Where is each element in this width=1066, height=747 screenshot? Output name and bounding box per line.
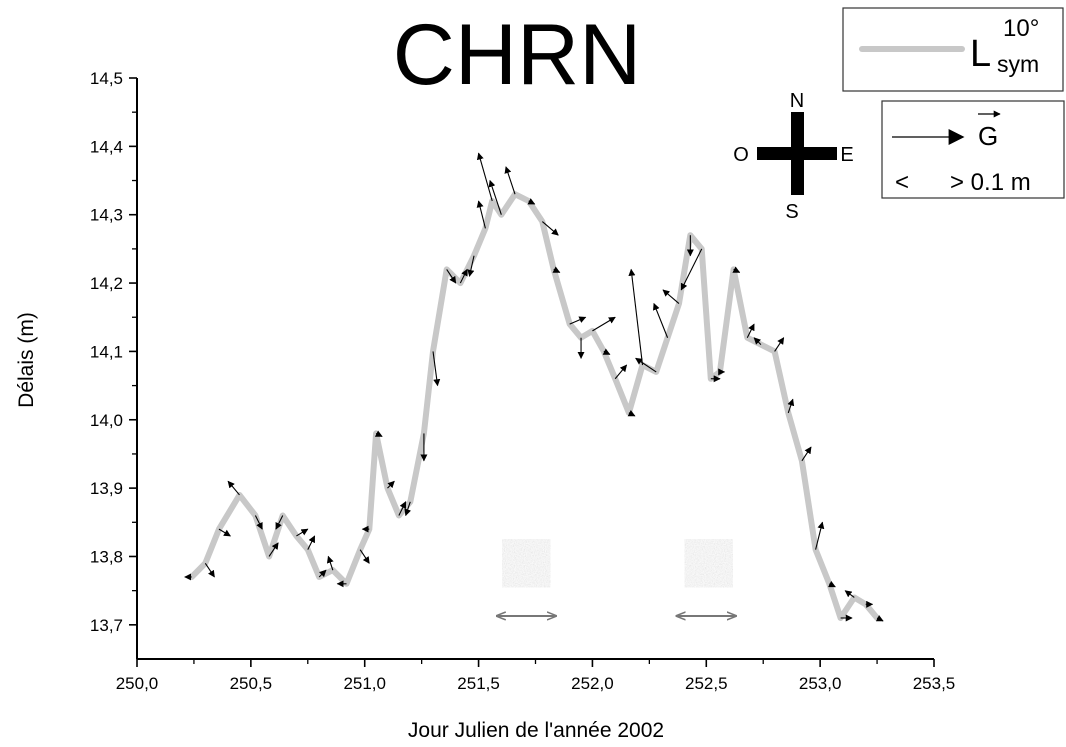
vector-arrow: [432, 351, 441, 387]
vector-arrow: [828, 580, 836, 588]
vector-arrow: [815, 521, 825, 550]
vector-arrow: [680, 248, 703, 291]
compass: N S E O: [733, 90, 853, 223]
vector-arrow: [218, 528, 231, 537]
vector-arrow: [635, 357, 657, 373]
x-tick-label: 252,5: [685, 674, 728, 693]
vector-arrow: [204, 563, 215, 578]
vector-arrow: [753, 337, 762, 345]
legend-line-box: L 10° sym: [842, 7, 1064, 92]
x-axis-title: Jour Julien de l'année 2002: [408, 719, 664, 742]
x-tick-label: 253,5: [913, 674, 956, 693]
vector-arrow: [614, 364, 628, 380]
vector-arrow: [476, 152, 493, 202]
vector-arrow: [602, 348, 611, 355]
y-tick-label: 14,3: [90, 206, 123, 225]
y-tick-label: 14,5: [90, 69, 123, 88]
vector-arrow: [467, 255, 475, 277]
vector-arrow: [527, 198, 536, 205]
legend-vector-label: G: [978, 121, 998, 151]
compass-north: N: [790, 90, 804, 112]
y-ticks: 13,7 13,8 13,9 14,0 14,1 14,2 14,3 14,4 14,5: [90, 69, 137, 635]
vector-arrow: [628, 268, 644, 366]
legend-scale-left: <: [895, 169, 909, 196]
vector-arrow: [359, 549, 370, 564]
legend-vector-box: G < > 0.1 m: [881, 100, 1065, 199]
vector-arrow: [592, 316, 616, 332]
compass-horizontal-bar: [757, 147, 837, 160]
blob-mark: [502, 539, 551, 588]
vector-arrow: [296, 528, 309, 537]
x-tick-label: 250,5: [230, 674, 273, 693]
vector-arrow: [227, 480, 240, 496]
vector-arrow: [275, 515, 284, 530]
vector-arrow: [732, 266, 741, 273]
vector-arrow: [801, 446, 812, 462]
vector-arrow: [446, 269, 457, 284]
vector-arrow: [476, 200, 486, 229]
x-tick-label: 251,0: [343, 674, 386, 693]
y-axis-title: Délais (m): [15, 312, 38, 408]
vector-arrow: [627, 409, 636, 417]
legend-scale-right: > 0.1 m: [950, 169, 1031, 196]
vector-arrow: [504, 166, 516, 195]
x-tick-label: 252,0: [571, 674, 614, 693]
legend-line-sub: sym: [997, 51, 1039, 77]
y-tick-label: 14,0: [90, 411, 123, 430]
x-tick-label: 251,5: [457, 674, 500, 693]
vector-arrow: [844, 590, 855, 598]
y-tick-label: 14,2: [90, 274, 123, 293]
vector-arrow: [374, 430, 383, 437]
y-tick-label: 14,4: [90, 137, 123, 156]
vector-arrow: [326, 555, 334, 571]
y-tick-label: 14,1: [90, 342, 123, 361]
vector-arrow: [387, 480, 395, 489]
vector-arrow: [552, 266, 561, 273]
vector-arrow: [774, 337, 785, 352]
vector-arrow: [398, 501, 407, 516]
vector-arrow: [653, 302, 669, 338]
x-tick-label: 253,0: [799, 674, 842, 693]
y-tick-label: 13,9: [90, 479, 123, 498]
vector-arrow: [541, 221, 559, 236]
vector-arrow: [318, 569, 327, 578]
blob-mark: [684, 539, 733, 588]
vector-arrow: [404, 501, 412, 517]
vector-arrow: [746, 323, 755, 338]
legend-vector-frame: [881, 100, 1065, 199]
y-tick-label: 13,8: [90, 547, 123, 566]
vector-arrow: [875, 615, 884, 622]
arrow-layer: [184, 152, 884, 622]
chart-title: CHRN: [393, 7, 641, 103]
y-tick-label: 13,7: [90, 616, 123, 635]
x-ticks: 250,0 250,5 251,0 251,5 252,0 252,5 253,0 253,5: [116, 659, 956, 693]
vector-arrow: [488, 179, 502, 215]
legend-line-label: L: [970, 33, 991, 75]
vector-arrow: [569, 316, 587, 325]
compass-east: E: [840, 144, 853, 166]
blob-layer: [502, 539, 733, 588]
vector-arrow: [787, 398, 795, 414]
compass-south: S: [785, 201, 798, 223]
vector-arrow: [662, 289, 680, 304]
compass-west: O: [733, 144, 749, 166]
vector-arrow: [307, 535, 316, 550]
vector-arrow: [254, 515, 263, 530]
vector-arrow: [459, 268, 468, 284]
vector-arrow: [268, 542, 279, 557]
x-tick-label: 250,0: [116, 674, 159, 693]
legend-line-sup: 10°: [1003, 15, 1039, 42]
